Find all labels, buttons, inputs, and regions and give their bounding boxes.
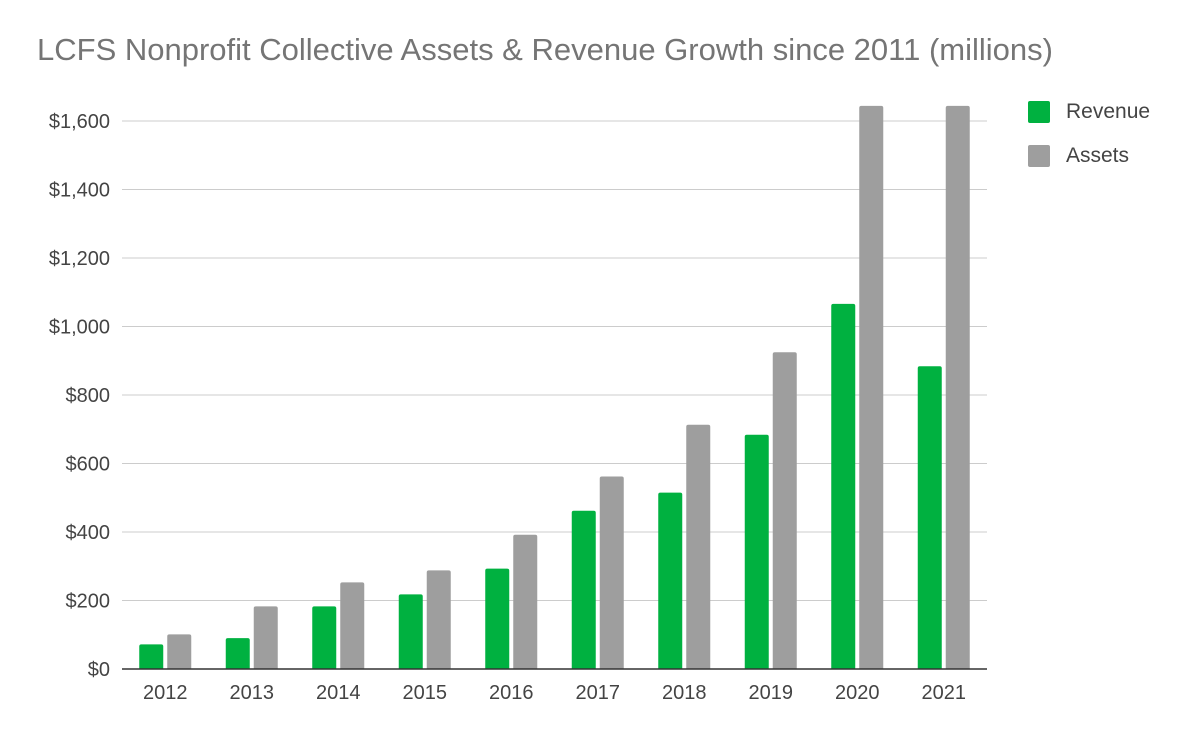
x-tick-label: 2018 xyxy=(662,682,707,704)
x-tick-label: 2020 xyxy=(835,682,880,704)
x-tick-label: 2016 xyxy=(489,682,534,704)
bar-revenue-2012 xyxy=(139,644,164,669)
bar-assets-2014 xyxy=(340,582,365,669)
bar-revenue-2013 xyxy=(225,638,250,669)
y-tick-label: $1,600 xyxy=(49,111,110,133)
y-tick-label: $600 xyxy=(66,454,111,476)
bar-revenue-2017 xyxy=(571,510,596,669)
bar-revenue-2018 xyxy=(658,492,683,669)
y-tick-label: $1,000 xyxy=(49,317,110,339)
bar-revenue-2014 xyxy=(312,606,337,669)
y-tick-label: $1,200 xyxy=(49,248,110,270)
legend-item-assets[interactable]: Assets xyxy=(1028,134,1150,178)
y-tick-label: $400 xyxy=(66,522,111,544)
x-tick-label: 2021 xyxy=(922,682,967,704)
bar-revenue-2015 xyxy=(398,594,423,669)
x-tick-label: 2013 xyxy=(230,682,275,704)
x-tick-label: 2017 xyxy=(576,682,621,704)
bar-assets-2019 xyxy=(772,352,797,669)
legend-swatch-assets xyxy=(1028,145,1050,167)
x-tick-label: 2014 xyxy=(316,682,361,704)
bar-assets-2015 xyxy=(426,570,451,669)
y-tick-label: $200 xyxy=(66,591,111,613)
x-tick-label: 2019 xyxy=(749,682,794,704)
bar-assets-2021 xyxy=(945,105,970,670)
bar-assets-2020 xyxy=(859,105,884,670)
bar-assets-2018 xyxy=(686,424,711,669)
legend-label-assets: Assets xyxy=(1066,144,1130,167)
legend: Revenue Assets xyxy=(1028,90,1150,178)
bar-assets-2012 xyxy=(167,634,192,669)
bar-revenue-2020 xyxy=(831,303,856,669)
bar-assets-2016 xyxy=(513,534,538,669)
bar-revenue-2021 xyxy=(917,366,942,669)
x-tick-label: 2015 xyxy=(403,682,448,704)
y-axis-tick-labels: $0 $200 $400 $600 $800 $1,000 $1,200 $1,400 $1,6… xyxy=(49,111,110,681)
bars xyxy=(139,105,970,670)
x-tick-label: 2012 xyxy=(143,682,188,704)
bar-assets-2013 xyxy=(253,606,278,669)
bar-assets-2017 xyxy=(599,476,624,669)
gridlines xyxy=(122,120,987,601)
y-tick-label: $1,400 xyxy=(49,180,110,202)
legend-swatch-revenue xyxy=(1028,101,1050,123)
legend-item-revenue[interactable]: Revenue xyxy=(1028,90,1150,134)
legend-label-revenue: Revenue xyxy=(1066,100,1151,123)
bar-revenue-2019 xyxy=(744,434,769,669)
bar-revenue-2016 xyxy=(485,568,510,669)
x-axis-tick-labels: 2012 2013 2014 2015 2016 2017 2018 2019 2020 2021 xyxy=(143,682,966,704)
y-tick-label: $0 xyxy=(88,659,110,681)
chart-title: LCFS Nonprofit Collective Assets & Reven… xyxy=(37,32,1053,67)
y-tick-label: $800 xyxy=(66,385,111,407)
